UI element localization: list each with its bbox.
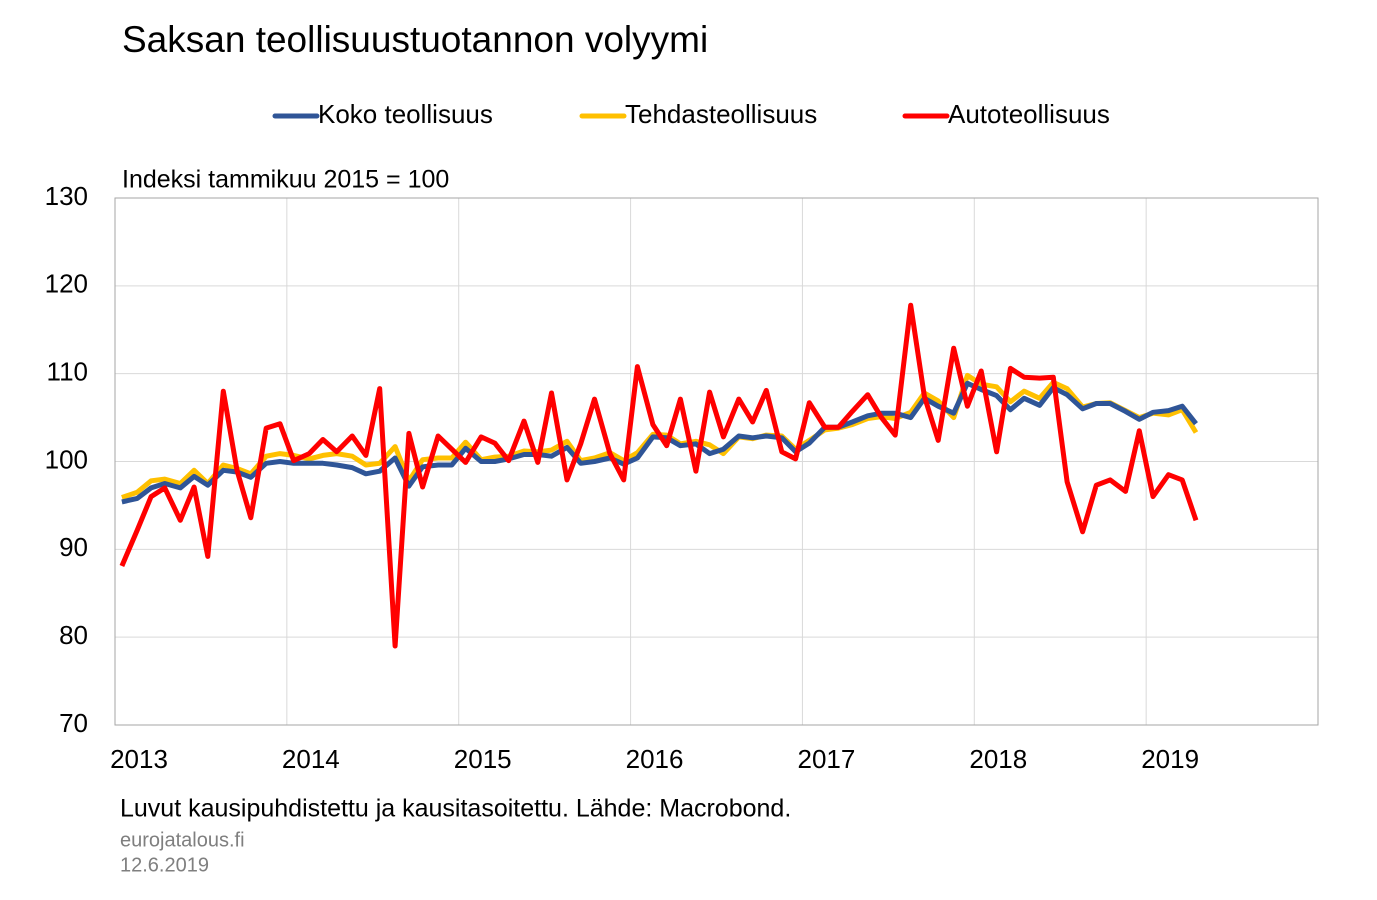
y-tick-label: 100	[45, 444, 88, 474]
chart-title: Saksan teollisuustuotannon volyymi	[122, 19, 708, 60]
x-tick-label: 2018	[969, 744, 1027, 774]
y-tick-label: 70	[59, 708, 88, 738]
x-tick-label: 2017	[798, 744, 856, 774]
legend-label: Autoteollisuus	[948, 99, 1110, 129]
y-tick-label: 80	[59, 620, 88, 650]
x-tick-label: 2016	[626, 744, 684, 774]
legend-label: Koko teollisuus	[318, 99, 493, 129]
footnote: Luvut kausipuhdistettu ja kausitasoitett…	[120, 795, 791, 823]
y-tick-label: 130	[45, 181, 88, 211]
legend-label: Tehdasteollisuus	[625, 99, 817, 129]
x-tick-label: 2013	[110, 744, 168, 774]
x-tick-label: 2014	[282, 744, 340, 774]
plot-border	[114, 197, 1319, 726]
source: eurojatalous.fi	[120, 829, 245, 851]
y-tick-label: 90	[59, 532, 88, 562]
series-line	[119, 302, 1199, 649]
y-axis-label: Indeksi tammikuu 2015 = 100	[122, 166, 449, 194]
x-tick-label: 2015	[454, 744, 512, 774]
x-tick-label: 2019	[1141, 744, 1199, 774]
date: 12.6.2019	[120, 854, 209, 876]
y-tick-label: 120	[45, 269, 88, 299]
y-tick-label: 110	[47, 357, 88, 387]
series-line	[121, 380, 1198, 505]
